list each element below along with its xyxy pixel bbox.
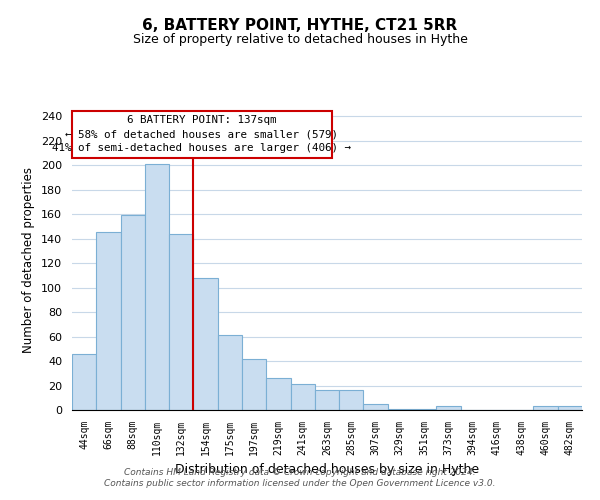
Bar bbox=[339, 390, 364, 410]
Y-axis label: Number of detached properties: Number of detached properties bbox=[22, 167, 35, 353]
Bar bbox=[364, 404, 388, 410]
Bar bbox=[96, 232, 121, 410]
Bar bbox=[169, 234, 193, 410]
Bar bbox=[533, 406, 558, 410]
Bar bbox=[558, 406, 582, 410]
Text: Contains HM Land Registry data © Crown copyright and database right 2024.
Contai: Contains HM Land Registry data © Crown c… bbox=[104, 468, 496, 487]
Bar bbox=[412, 409, 436, 410]
X-axis label: Distribution of detached houses by size in Hythe: Distribution of detached houses by size … bbox=[175, 464, 479, 476]
Text: 6 BATTERY POINT: 137sqm
← 58% of detached houses are smaller (579)
41% of semi-d: 6 BATTERY POINT: 137sqm ← 58% of detache… bbox=[52, 116, 352, 154]
Text: 6, BATTERY POINT, HYTHE, CT21 5RR: 6, BATTERY POINT, HYTHE, CT21 5RR bbox=[142, 18, 458, 32]
Bar bbox=[290, 384, 315, 410]
Bar bbox=[315, 390, 339, 410]
Bar bbox=[72, 354, 96, 410]
Bar bbox=[193, 278, 218, 410]
Bar bbox=[72, 111, 332, 158]
Bar bbox=[121, 216, 145, 410]
Bar bbox=[266, 378, 290, 410]
Text: Size of property relative to detached houses in Hythe: Size of property relative to detached ho… bbox=[133, 32, 467, 46]
Bar bbox=[436, 406, 461, 410]
Bar bbox=[218, 336, 242, 410]
Bar bbox=[388, 409, 412, 410]
Bar bbox=[242, 358, 266, 410]
Bar bbox=[145, 164, 169, 410]
